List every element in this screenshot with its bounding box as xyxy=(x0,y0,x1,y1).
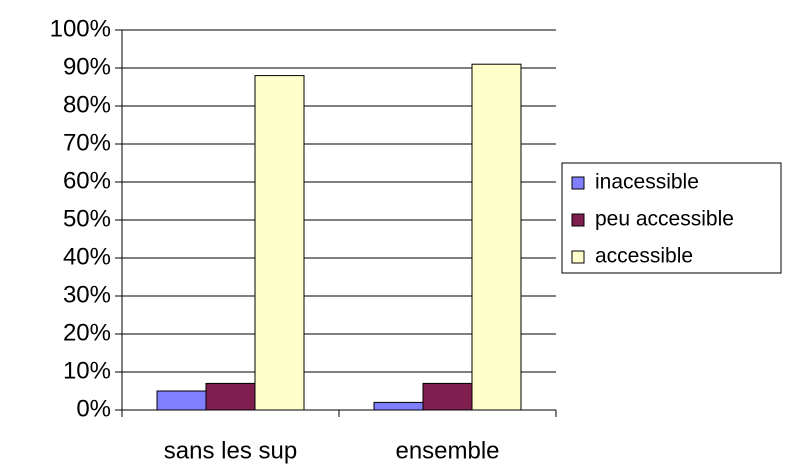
x-tick-label: ensemble xyxy=(395,437,499,464)
legend-box xyxy=(561,162,782,274)
bar xyxy=(156,390,207,411)
bar xyxy=(254,75,305,411)
y-tick-label: 30% xyxy=(63,281,111,308)
y-tick-label: 90% xyxy=(63,53,111,80)
bar xyxy=(205,382,256,411)
y-tick-label: 80% xyxy=(63,91,111,118)
x-tick-label: sans les sup xyxy=(164,437,297,464)
legend-label: inacessible xyxy=(595,171,699,194)
bar xyxy=(422,382,473,411)
legend-swatch xyxy=(571,213,585,227)
legend-swatch xyxy=(571,250,585,264)
y-tick-label: 100% xyxy=(50,15,111,42)
legend-swatch xyxy=(571,176,585,190)
y-tick-label: 40% xyxy=(63,243,111,270)
y-tick-label: 0% xyxy=(76,395,111,422)
y-tick-label: 10% xyxy=(63,357,111,384)
bar xyxy=(373,401,424,411)
y-tick-label: 20% xyxy=(63,319,111,346)
y-tick-label: 50% xyxy=(63,205,111,232)
y-tick-label: 70% xyxy=(63,129,111,156)
legend-label: peu accessible xyxy=(595,208,734,231)
bar xyxy=(471,63,522,411)
legend-label: accessible xyxy=(595,245,693,268)
y-tick-label: 60% xyxy=(63,167,111,194)
